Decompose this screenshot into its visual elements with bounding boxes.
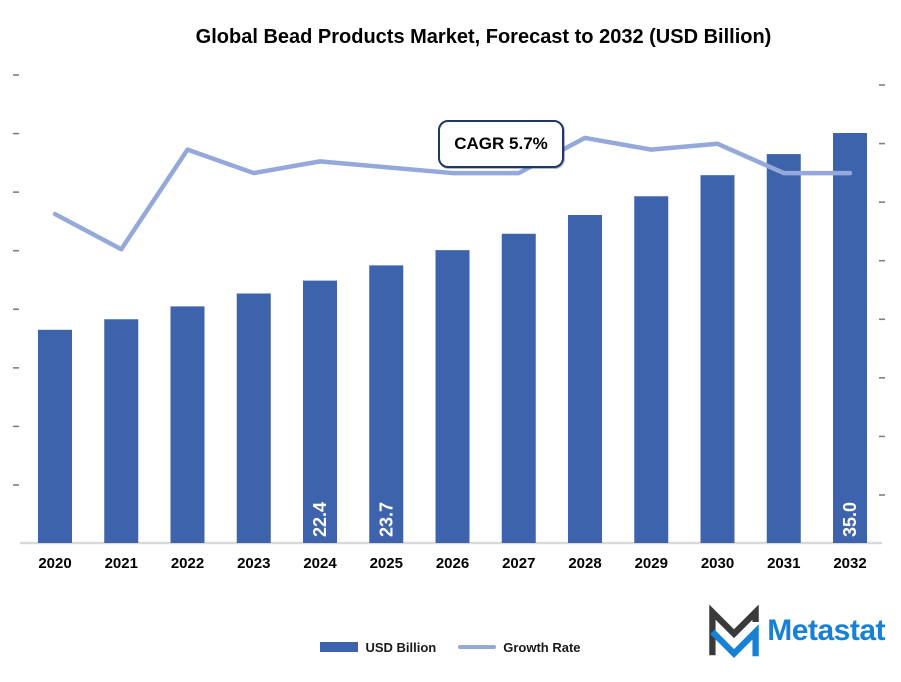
legend: USD Billion Growth Rate	[0, 634, 901, 660]
x-axis-label-2020: 2020	[38, 555, 71, 572]
x-axis-label-2026: 2026	[436, 555, 469, 572]
bar-2024	[303, 280, 337, 543]
x-axis-label-2027: 2027	[502, 555, 535, 572]
legend-label-growth-rate: Growth Rate	[503, 639, 581, 655]
legend-item-usd-billion: USD Billion	[320, 640, 436, 655]
bar-value-label-2024: 22.4	[310, 502, 330, 537]
bar-2020	[38, 329, 72, 543]
bar-2021	[104, 319, 139, 543]
metastat-logo: Metastat	[707, 602, 885, 660]
x-axis-label-2030: 2030	[701, 555, 734, 572]
cagr-label: CAGR 5.7%	[454, 134, 548, 153]
logo-mark-dark-m	[709, 604, 760, 656]
bar-2027	[501, 233, 536, 543]
bar-2031	[766, 154, 801, 543]
x-axis-label-2023: 2023	[237, 555, 270, 572]
x-axis-label-2029: 2029	[635, 555, 668, 572]
bar-2029	[634, 196, 669, 543]
bar-2022	[170, 306, 205, 543]
x-axis-label-2025: 2025	[370, 555, 403, 572]
cagr-callout: CAGR 5.7%	[438, 120, 564, 168]
bar-2028	[568, 215, 602, 543]
bar-2025	[369, 265, 404, 543]
x-axis-label-2032: 2032	[833, 555, 866, 572]
bar-2030	[700, 175, 735, 543]
metastat-logo-text: Metastat	[767, 614, 885, 647]
line-swatch-icon	[458, 645, 497, 649]
bar-swatch-icon	[320, 642, 359, 652]
chart-title: Global Bead Products Market, Forecast to…	[195, 26, 772, 48]
bar-2026	[435, 250, 470, 543]
legend-item-growth-rate: Growth Rate	[458, 639, 581, 655]
logo-mark-blue-m	[710, 624, 760, 658]
bar-2032	[833, 133, 867, 543]
growth-rate-line	[52, 135, 853, 252]
x-axis-label-2022: 2022	[171, 555, 204, 572]
x-axis-label-2021: 2021	[105, 555, 138, 572]
bar-value-label-2032: 35.0	[840, 502, 860, 537]
x-axis-label-2031: 2031	[767, 555, 800, 572]
x-axis-label-2028: 2028	[568, 555, 601, 572]
legend-label-usd-billion: USD Billion	[365, 639, 437, 655]
metastat-logo-mark-icon	[709, 604, 760, 658]
x-axis-label-2024: 2024	[303, 555, 337, 572]
bar-value-label-2025: 23.7	[376, 502, 396, 537]
bar-2023	[236, 293, 271, 543]
